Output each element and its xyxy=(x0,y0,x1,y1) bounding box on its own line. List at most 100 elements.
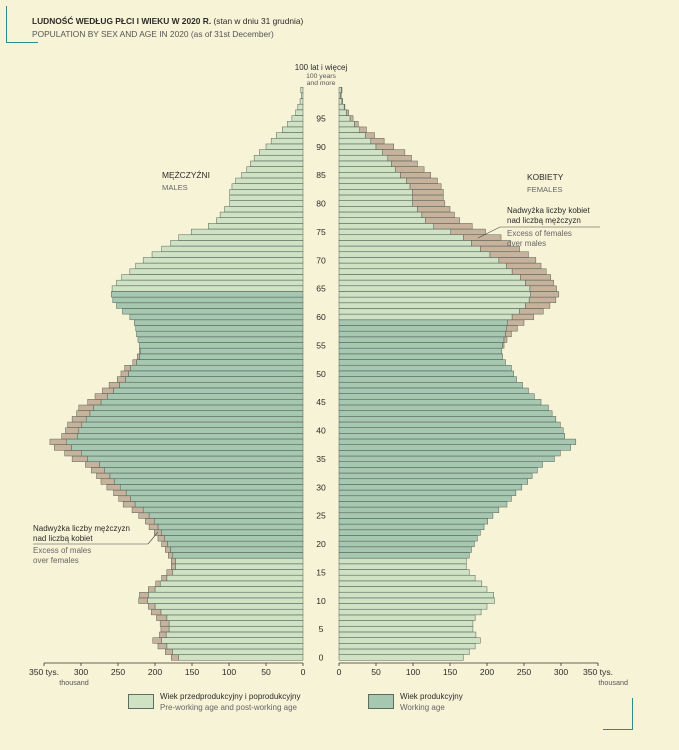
male-bar xyxy=(154,586,304,593)
legend-label-working-en: Working age xyxy=(400,703,445,712)
male-excess-bar xyxy=(138,512,150,519)
female-excess-bar xyxy=(387,155,412,162)
female-bar xyxy=(338,200,413,207)
legend-label-working-pl: Wiek produkcyjny xyxy=(400,692,463,701)
male-excess-bar xyxy=(124,365,131,372)
male-bar xyxy=(241,172,304,179)
age-tick-label: 45 xyxy=(316,397,326,407)
x-tick-label-right: 350 tys. xyxy=(583,667,613,677)
female-bar xyxy=(338,194,413,201)
male-bar xyxy=(130,365,304,372)
female-bar xyxy=(338,172,401,179)
male-excess-bar xyxy=(71,455,88,462)
male-excess-bar xyxy=(61,433,78,440)
male-excess-bar xyxy=(152,637,162,644)
female-bar xyxy=(338,575,476,582)
male-bar xyxy=(85,416,304,423)
male-bar xyxy=(154,518,304,525)
male-excess-bar xyxy=(148,586,156,593)
male-excess-bar xyxy=(159,620,170,627)
male-bar xyxy=(122,308,304,315)
male-excess-bar xyxy=(54,444,72,451)
female-bar xyxy=(338,245,481,252)
male-bar xyxy=(137,336,304,343)
male-bar xyxy=(299,98,304,105)
male-bar xyxy=(170,240,304,247)
male-bar xyxy=(166,643,304,650)
male-bar xyxy=(253,155,304,162)
male-bar xyxy=(287,121,304,128)
male-excess-bar xyxy=(65,427,80,434)
female-bar xyxy=(338,603,488,610)
male-bar xyxy=(99,461,304,468)
x-tick-label-left: 350 tys. xyxy=(29,667,59,677)
male-bar xyxy=(250,160,304,167)
male-bar xyxy=(300,86,304,94)
age-tick-label: 90 xyxy=(316,142,326,152)
males-label-en: MALES xyxy=(162,183,188,192)
female-bar xyxy=(338,416,557,423)
male-excess-bar xyxy=(49,438,67,445)
x-tick-label-right: 100 xyxy=(406,667,421,677)
male-bar xyxy=(170,546,304,553)
title-block: LUDNOŚĆ WEDŁUG PŁCI I WIEKU W 2020 R. (s… xyxy=(32,15,303,41)
male-bar xyxy=(77,433,304,440)
female-bar xyxy=(338,467,538,474)
female-excess-bar xyxy=(340,92,342,99)
male-bar xyxy=(129,313,304,321)
x-unit-right: thousand xyxy=(598,678,628,687)
male-excess-bar xyxy=(154,529,162,536)
female-bar xyxy=(338,399,542,406)
female-bar xyxy=(338,648,470,655)
female-excess-bar xyxy=(343,103,346,111)
female-bar xyxy=(338,393,535,400)
male-bar xyxy=(116,302,304,309)
male-excess-bar xyxy=(171,563,176,570)
annotation-females-en-2: over males xyxy=(507,239,546,248)
female-bar xyxy=(338,319,508,326)
age-tick-label: 40 xyxy=(316,426,326,436)
male-bar xyxy=(100,399,304,406)
female-bar xyxy=(338,126,360,133)
female-bar xyxy=(338,109,347,116)
female-bar xyxy=(338,86,342,94)
female-excess-bar xyxy=(340,86,343,94)
female-bar xyxy=(338,234,464,241)
female-excess-bar xyxy=(365,132,375,139)
age-tick-label: 5 xyxy=(319,624,324,634)
female-bar xyxy=(338,586,488,593)
female-bar xyxy=(338,450,561,457)
female-bar xyxy=(338,274,521,281)
male-excess-bar xyxy=(94,393,108,400)
female-bar xyxy=(338,512,494,519)
age-tick-label: 80 xyxy=(316,199,326,209)
female-bar xyxy=(338,609,482,616)
male-excess-bar xyxy=(161,540,168,548)
female-bar xyxy=(338,620,474,627)
annotation-males-en-2: over females xyxy=(33,556,79,565)
male-bar xyxy=(114,478,304,485)
female-bar xyxy=(338,546,472,553)
male-bar xyxy=(246,166,304,173)
male-excess-bar xyxy=(157,643,168,650)
female-bar xyxy=(338,98,343,105)
male-bar xyxy=(135,325,304,332)
male-bar xyxy=(93,404,304,411)
x-tick-label-left: 50 xyxy=(261,667,271,677)
female-excess-bar xyxy=(346,109,349,116)
female-bar xyxy=(338,552,470,559)
male-bar xyxy=(229,189,304,196)
female-excess-bar xyxy=(412,200,446,207)
female-excess-bar xyxy=(489,251,529,258)
age-tick-label: 65 xyxy=(316,284,326,294)
female-excess-bar xyxy=(498,257,537,264)
female-bar xyxy=(338,506,500,513)
female-bar xyxy=(338,206,418,213)
female-excess-bar xyxy=(505,330,512,338)
males-label: MĘŻCZYŹNI xyxy=(162,170,210,180)
male-bar xyxy=(129,268,304,275)
male-bar xyxy=(172,648,304,655)
male-bar xyxy=(139,353,304,360)
female-bar xyxy=(338,166,396,173)
female-bar xyxy=(338,359,506,366)
